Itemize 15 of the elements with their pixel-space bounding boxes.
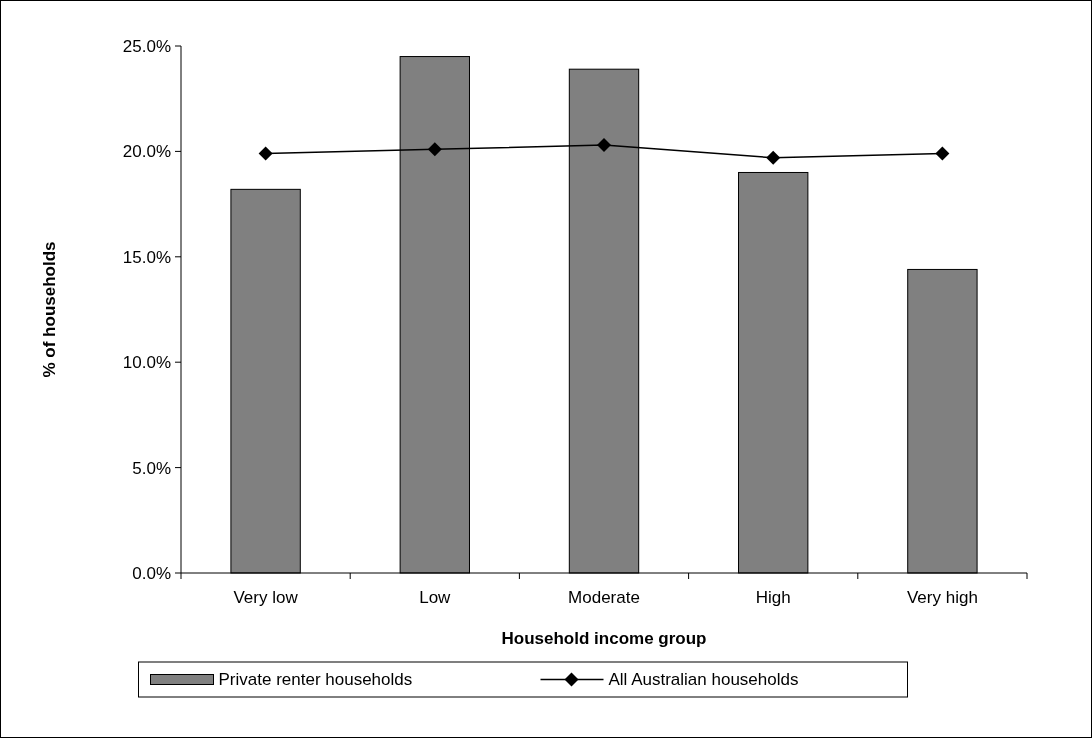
x-tick-label: High [755,588,791,607]
legend-label: All Australian households [608,670,799,690]
y-tick-label: 25.0% [122,36,171,56]
x-tick-label: Very high [906,588,978,607]
x-tick-label: Low [419,588,452,607]
x-axis-title: Household income group [501,629,707,648]
y-tick-label: 15.0% [122,247,171,267]
x-tick-label: Very low [233,588,299,607]
y-tick-label: 10.0% [122,353,171,373]
y-tick-label: 20.0% [122,142,171,162]
y-tick-label: 5.0% [132,458,171,478]
x-tick-label: Moderate [568,588,640,607]
y-axis-title: % of households [40,241,59,378]
y-tick-label: 0.0% [132,563,171,583]
legend-label: Private renter households [218,670,413,690]
